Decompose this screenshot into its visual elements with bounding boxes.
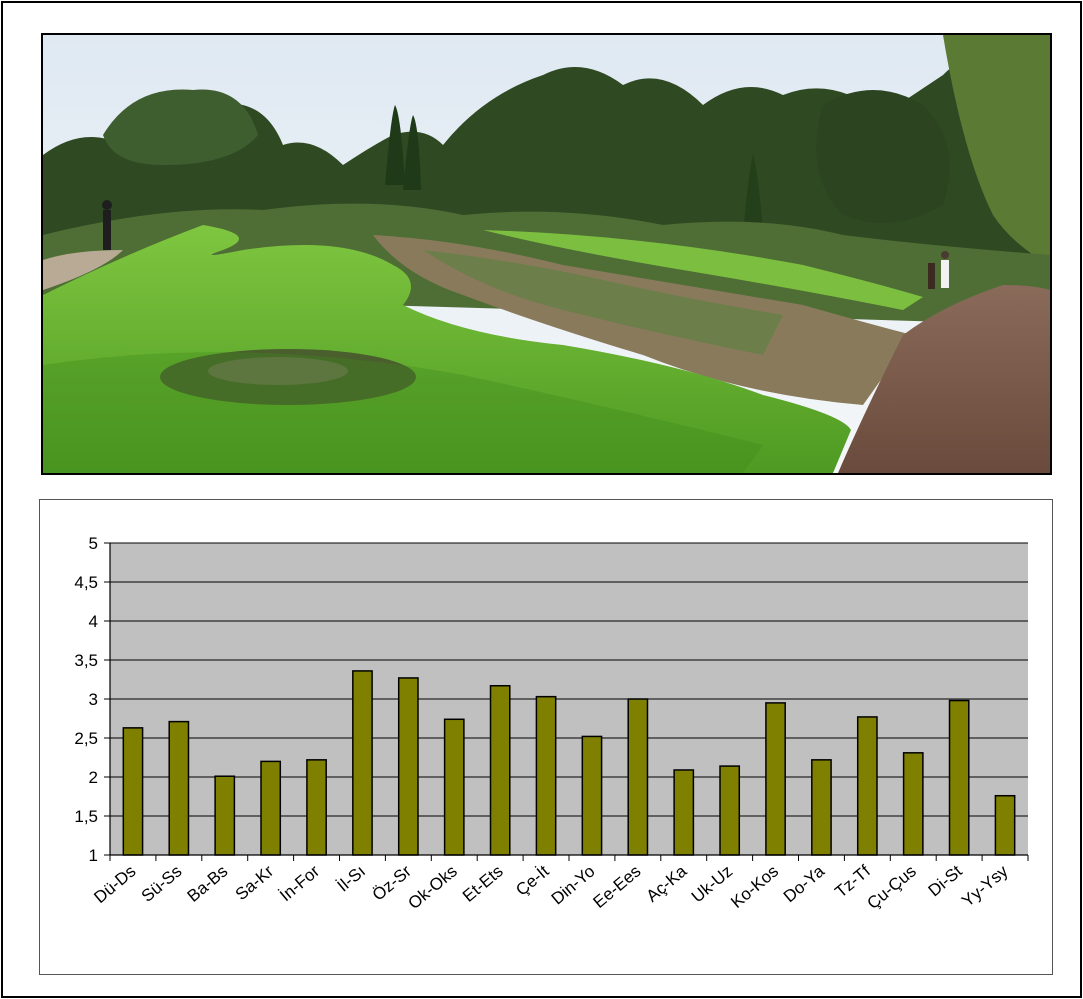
chart-container: 1 1,5 2 2,5 3 3,5 4 4,5 5 Dü-Ds Sü-Ss Ba-Bs Sa-Kr İn…: [39, 499, 1053, 975]
bar: [214, 775, 236, 856]
bar: [627, 698, 649, 856]
bar: [352, 670, 373, 856]
bar: [719, 765, 741, 856]
y-tick-label: 4: [89, 612, 98, 631]
x-tick-label: İn-For: [276, 861, 323, 905]
bar: [397, 677, 419, 856]
y-tick-label: 3: [89, 690, 98, 709]
garden-photo-illustration: [43, 35, 1050, 473]
y-tick-labels: 1 1,5 2 2,5 3 3,5 4 4,5 5: [74, 534, 98, 865]
y-tick-label: 2,5: [74, 729, 98, 748]
y-tick-label: 3,5: [74, 651, 98, 670]
x-tick-label: Ko-Kos: [727, 862, 782, 912]
bar: [765, 702, 786, 856]
bar: [260, 760, 282, 856]
x-tick-label: Ee-Ees: [590, 862, 645, 912]
bar: [902, 752, 924, 856]
x-tick-label: Çu-Çus: [863, 862, 919, 914]
bar: [994, 794, 1016, 856]
x-tick-label: Sü-Ss: [138, 862, 186, 906]
y-tick-label: 1: [89, 846, 98, 865]
bar: [122, 727, 144, 856]
x-tick-label: Do-Ya: [780, 861, 829, 906]
bar: [673, 769, 695, 856]
bar: [581, 735, 603, 856]
x-tick-label: Aç-Ka: [643, 861, 691, 906]
x-tick-label: Dü-Ds: [90, 862, 139, 908]
bar: [811, 759, 832, 856]
x-tick-label: Sa-Kr: [232, 861, 278, 904]
bars: [122, 670, 1016, 856]
x-tick-label: Ok-Oks: [404, 862, 460, 914]
bar: [443, 718, 465, 856]
bar: [535, 695, 557, 856]
bar: [856, 716, 878, 856]
y-tick-label: 5: [89, 534, 98, 553]
x-tick-label: Din-Yo: [548, 862, 599, 909]
bar: [948, 699, 970, 856]
y-tick-label: 4,5: [74, 573, 98, 592]
bar: [306, 759, 327, 856]
axes: [104, 542, 1029, 861]
y-tick-label: 1,5: [74, 807, 98, 826]
bar: [489, 684, 511, 856]
y-tick-label: 2: [89, 768, 98, 787]
x-tick-label: Ba-Bs: [184, 862, 232, 906]
x-tick-label: Et-Ets: [459, 862, 507, 906]
garden-photo: [41, 33, 1052, 475]
x-tick-label: İl-Sı: [334, 862, 369, 896]
x-tick-label: Yy-Ysy: [958, 861, 1012, 910]
bar: [168, 720, 190, 856]
